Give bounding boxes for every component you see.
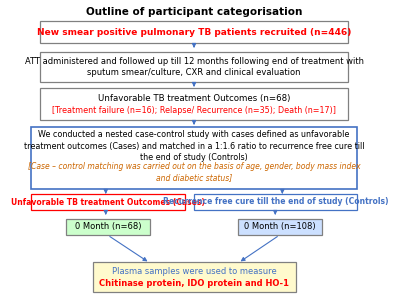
FancyBboxPatch shape: [31, 127, 357, 189]
FancyBboxPatch shape: [40, 21, 348, 43]
Text: Plasma samples were used to measure: Plasma samples were used to measure: [112, 266, 276, 275]
Text: Unfavorable TB treatment Outcomes (n=68): Unfavorable TB treatment Outcomes (n=68): [98, 94, 290, 103]
FancyBboxPatch shape: [31, 194, 185, 210]
Text: Unfavorable TB treatment Outcomes (Cases): Unfavorable TB treatment Outcomes (Cases…: [11, 197, 205, 207]
Text: New smear positive pulmonary TB patients recruited (n=446): New smear positive pulmonary TB patients…: [37, 28, 351, 37]
FancyBboxPatch shape: [40, 88, 348, 120]
FancyBboxPatch shape: [66, 219, 150, 235]
Text: Outline of participant categorisation: Outline of participant categorisation: [86, 7, 302, 17]
Text: [Case – control matching was carried out on the basis of age, gender, body mass : [Case – control matching was carried out…: [28, 161, 360, 182]
FancyBboxPatch shape: [40, 52, 348, 82]
FancyBboxPatch shape: [238, 219, 322, 235]
Text: [Treatment failure (n=16); Relapse/ Recurrence (n=35); Death (n=17)]: [Treatment failure (n=16); Relapse/ Recu…: [52, 106, 336, 115]
FancyBboxPatch shape: [194, 194, 357, 210]
Text: 0 Month (n=108): 0 Month (n=108): [244, 223, 316, 231]
Text: Chitinase protein, IDO protein and HO-1: Chitinase protein, IDO protein and HO-1: [99, 278, 289, 287]
Text: Recurrence free cure till the end of study (Controls): Recurrence free cure till the end of stu…: [163, 197, 388, 207]
FancyBboxPatch shape: [92, 262, 296, 292]
Text: We conducted a nested case-control study with cases defined as unfavorable
treat: We conducted a nested case-control study…: [24, 130, 364, 162]
Text: ATT administered and followed up till 12 months following end of treatment with
: ATT administered and followed up till 12…: [24, 56, 364, 77]
Text: 0 Month (n=68): 0 Month (n=68): [75, 223, 141, 231]
